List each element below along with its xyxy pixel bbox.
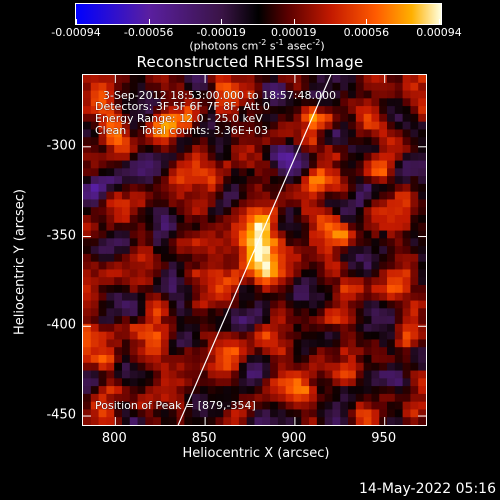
colorbar-tick xyxy=(148,19,150,25)
x-tick-label: 800 xyxy=(101,431,127,446)
image-pixels xyxy=(83,75,426,425)
y-tick-label: -350 xyxy=(46,228,76,244)
colorbar-tick xyxy=(221,19,223,25)
colorbar-tick xyxy=(76,19,77,25)
detectors-text: Detectors: 3F 5F 6F 7F 8F, Att 0 xyxy=(95,100,270,113)
y-tick-label: -400 xyxy=(46,317,76,333)
energy-range-text: Energy Range: 12.0 - 25.0 keV xyxy=(95,112,263,125)
rhessi-image-svg xyxy=(83,75,426,425)
colorbar-tick xyxy=(439,19,440,25)
colorbar xyxy=(75,3,442,25)
colorbar-tick-label: 0.00094 xyxy=(416,26,462,39)
colorbar-tick-label: -0.00019 xyxy=(196,26,246,39)
solar-limb-line xyxy=(177,75,332,425)
x-tick-label: 850 xyxy=(191,431,217,446)
y-tick-label: -300 xyxy=(46,138,76,154)
x-tick-label: 950 xyxy=(371,431,397,446)
colorbar-tick xyxy=(366,19,368,25)
y-axis-label: Heliocentric Y (arcsec) xyxy=(12,189,28,335)
colorbar-tick-label: 0.00056 xyxy=(343,26,390,39)
time-range-text: 3-Sep-2012 18:53:00.000 to 18:57:48.000 xyxy=(103,89,336,102)
peak-position-text: Position of Peak = [879,-354] xyxy=(95,399,256,412)
colorbar-units: (photons cm-2 s-1 asec-2) xyxy=(189,38,325,53)
colorbar-tick-label: -0.00056 xyxy=(123,26,174,39)
x-tick-label: 900 xyxy=(281,431,307,446)
rhessi-image: 3-Sep-2012 18:53:00.000 to 18:57:48.000 … xyxy=(82,74,427,426)
colorbar-tick-label: 0.00019 xyxy=(271,26,317,39)
colorbar-gradient xyxy=(76,4,441,24)
y-tick-label: -450 xyxy=(46,407,76,423)
clean-counts-text: Clean Total counts: 3.36E+03 xyxy=(95,124,269,137)
footer-timestamp: 14-May-2022 05:16 xyxy=(358,481,496,497)
image-title: Reconstructed RHESSI Image xyxy=(136,53,364,71)
x-axis-label: Heliocentric X (arcsec) xyxy=(182,446,330,461)
colorbar-ticks: -0.00094 -0.00056 -0.00019 0.00019 0.00056 0.… xyxy=(0,0,500,40)
colorbar-tick xyxy=(293,19,295,25)
colorbar-tick-label: -0.00094 xyxy=(51,26,101,39)
